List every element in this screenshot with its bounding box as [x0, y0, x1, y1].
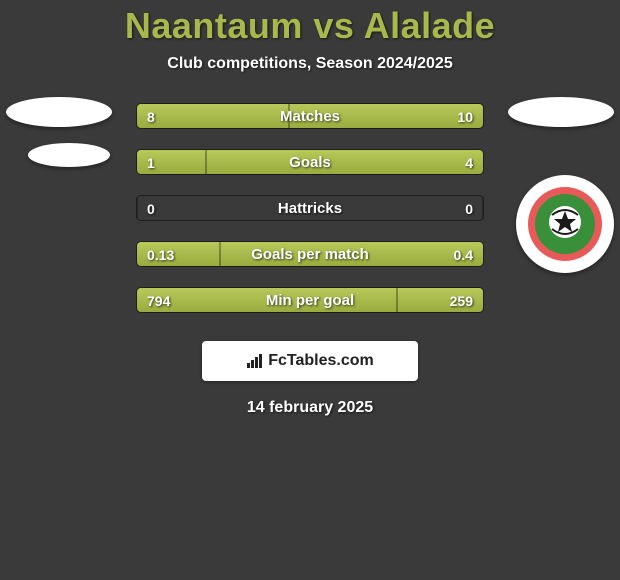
- stat-bar: 0.13Goals per match0.4: [136, 241, 484, 267]
- page-subtitle: Club competitions, Season 2024/2025: [0, 55, 620, 73]
- date-label: 14 february 2025: [0, 399, 620, 417]
- stat-row: 0.13Goals per match0.4: [0, 241, 620, 287]
- stat-value-right: 10: [457, 104, 473, 129]
- stat-value-right: 0.4: [454, 242, 473, 267]
- stat-bar: 8Matches10: [136, 103, 484, 129]
- chart-icon: [246, 353, 266, 369]
- stat-row: 794Min per goal259: [0, 287, 620, 333]
- stat-value-right: 259: [450, 288, 473, 313]
- stat-row: 0Hattricks0: [0, 195, 620, 241]
- stats-section: 8Matches10 1Goals4 0Hattricks0 0.13Goals p…: [0, 103, 620, 333]
- stat-row: 8Matches10: [0, 103, 620, 149]
- stat-label: Goals per match: [137, 242, 483, 267]
- page-title: Naantaum vs Alalade: [0, 5, 620, 47]
- stat-bar: 1Goals4: [136, 149, 484, 175]
- stat-label: Matches: [137, 104, 483, 129]
- comparison-card: Naantaum vs Alalade Club competitions, S…: [0, 0, 620, 417]
- player-avatar-left-small: [28, 143, 110, 167]
- brand-label: FcTables.com: [246, 352, 374, 370]
- stat-value-right: 0: [465, 196, 473, 221]
- stat-value-right: 4: [465, 150, 473, 175]
- stat-bar: 0Hattricks0: [136, 195, 484, 221]
- stat-bar: 794Min per goal259: [136, 287, 484, 313]
- brand-text: FcTables.com: [268, 352, 374, 370]
- player-avatar-right: [508, 97, 614, 127]
- stat-label: Goals: [137, 150, 483, 175]
- stat-label: Min per goal: [137, 288, 483, 313]
- brand-box: FcTables.com: [202, 341, 418, 381]
- player-avatar-left: [6, 97, 112, 127]
- stat-label: Hattricks: [137, 196, 483, 221]
